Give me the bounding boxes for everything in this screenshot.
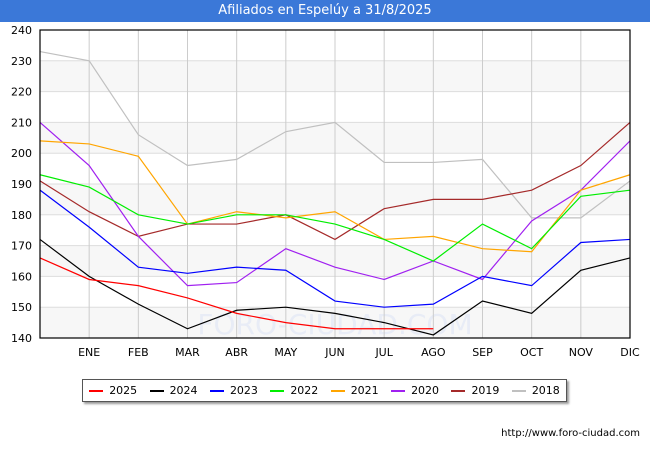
x-tick-label: JUL: [374, 346, 393, 359]
y-tick-label: 140: [11, 332, 32, 345]
x-tick-label: JUN: [324, 346, 345, 359]
legend-item-2024: 2024: [149, 384, 198, 397]
legend-item-2023: 2023: [209, 384, 258, 397]
legend-label: 2022: [290, 384, 319, 397]
x-tick-label: AGO: [421, 346, 446, 359]
series-line-2020: [39, 121, 631, 287]
plot-border: [39, 29, 631, 339]
legend-swatch: [270, 389, 285, 392]
legend-swatch: [330, 389, 345, 392]
x-tick-label: SEP: [472, 346, 493, 359]
y-tick-label: 230: [11, 55, 32, 68]
source-url[interactable]: http://www.foro-ciudad.com: [501, 428, 640, 439]
legend: 2025 2024 2023 2022 2021 2020 2019 2018: [82, 379, 567, 402]
x-tick-label: MAY: [274, 346, 297, 359]
legend-item-2018: 2018: [511, 384, 560, 397]
series-line-2024: [39, 238, 631, 336]
x-tick-label: MAR: [175, 346, 200, 359]
legend-item-2021: 2021: [330, 384, 379, 397]
legend-label: 2023: [229, 384, 258, 397]
legend-item-2020: 2020: [391, 384, 439, 397]
series-line-2023: [39, 189, 631, 308]
series-line-2025: [39, 257, 434, 330]
y-tick-label: 190: [11, 178, 32, 191]
x-tick-label: ENE: [78, 346, 100, 359]
series-line-2021: [39, 140, 631, 253]
x-tick-label: NOV: [569, 346, 594, 359]
y-tick-label: 240: [11, 24, 32, 37]
legend-swatch: [149, 389, 164, 392]
legend-label: 2019: [471, 384, 500, 397]
y-tick-label: 170: [11, 240, 32, 253]
chart-title: Afiliados en Espelúy a 31/8/2025: [0, 0, 650, 22]
legend-swatch: [89, 389, 104, 392]
legend-item-2022: 2022: [270, 384, 318, 397]
y-tick-label: 220: [11, 86, 32, 99]
legend-label: 2024: [169, 384, 198, 397]
y-tick-label: 210: [11, 116, 32, 129]
y-tick-label: 160: [11, 270, 32, 283]
y-tick-label: 180: [11, 209, 32, 222]
x-tick-label: DIC: [620, 346, 640, 359]
legend-label: 2020: [411, 384, 440, 397]
legend-swatch: [209, 389, 224, 392]
legend-item-2019: 2019: [451, 384, 499, 397]
legend-label: 2021: [350, 384, 379, 397]
y-tick-label: 200: [11, 147, 32, 160]
legend-label: 2018: [531, 384, 560, 397]
series-line-2022: [39, 174, 631, 262]
legend-swatch: [511, 389, 526, 392]
legend-label: 2025: [109, 384, 138, 397]
legend-swatch: [391, 389, 406, 392]
y-tick-label: 150: [11, 301, 32, 314]
x-tick-label: FEB: [128, 346, 149, 359]
legend-item-2025: 2025: [89, 384, 137, 397]
x-tick-label: ABR: [225, 346, 248, 359]
x-tick-label: OCT: [520, 346, 543, 359]
legend-swatch: [451, 389, 466, 392]
series-line-2018: [39, 50, 631, 219]
